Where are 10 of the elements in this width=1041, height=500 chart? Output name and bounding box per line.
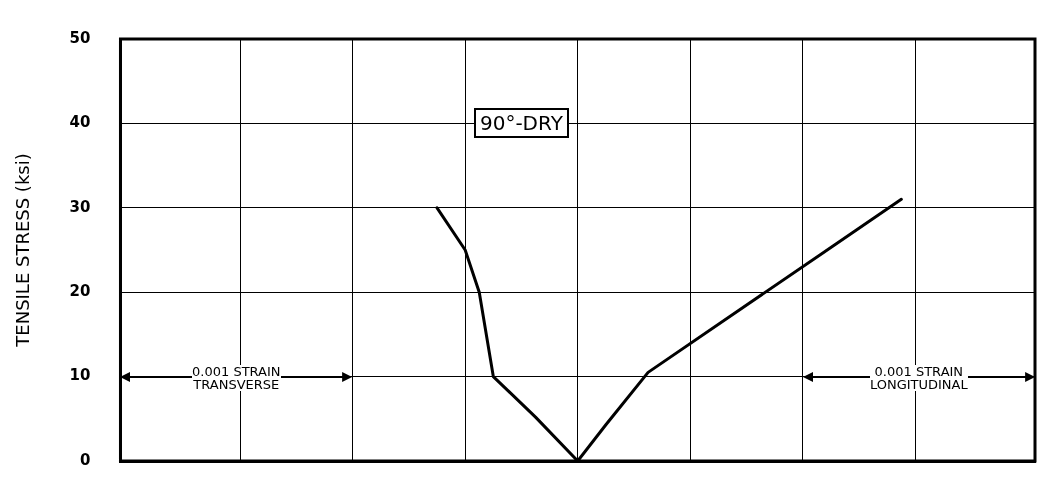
annotation: 90°-DRY [473,108,569,139]
y-tick-label: 50 [69,28,91,47]
y-tick-label: 30 [69,197,91,216]
annotation: 0.001 STRAIN TRANSVERSE [192,363,281,392]
annotation: 0.001 STRAIN LONGITUDINAL [869,363,968,392]
y-tick-label: 0 [80,450,91,469]
y-tick-label: 20 [69,282,91,301]
y-axis-title: TENSILE STRESS (ksi) [12,153,34,348]
y-tick-label: 40 [69,113,91,132]
y-tick-label: 10 [69,366,91,385]
